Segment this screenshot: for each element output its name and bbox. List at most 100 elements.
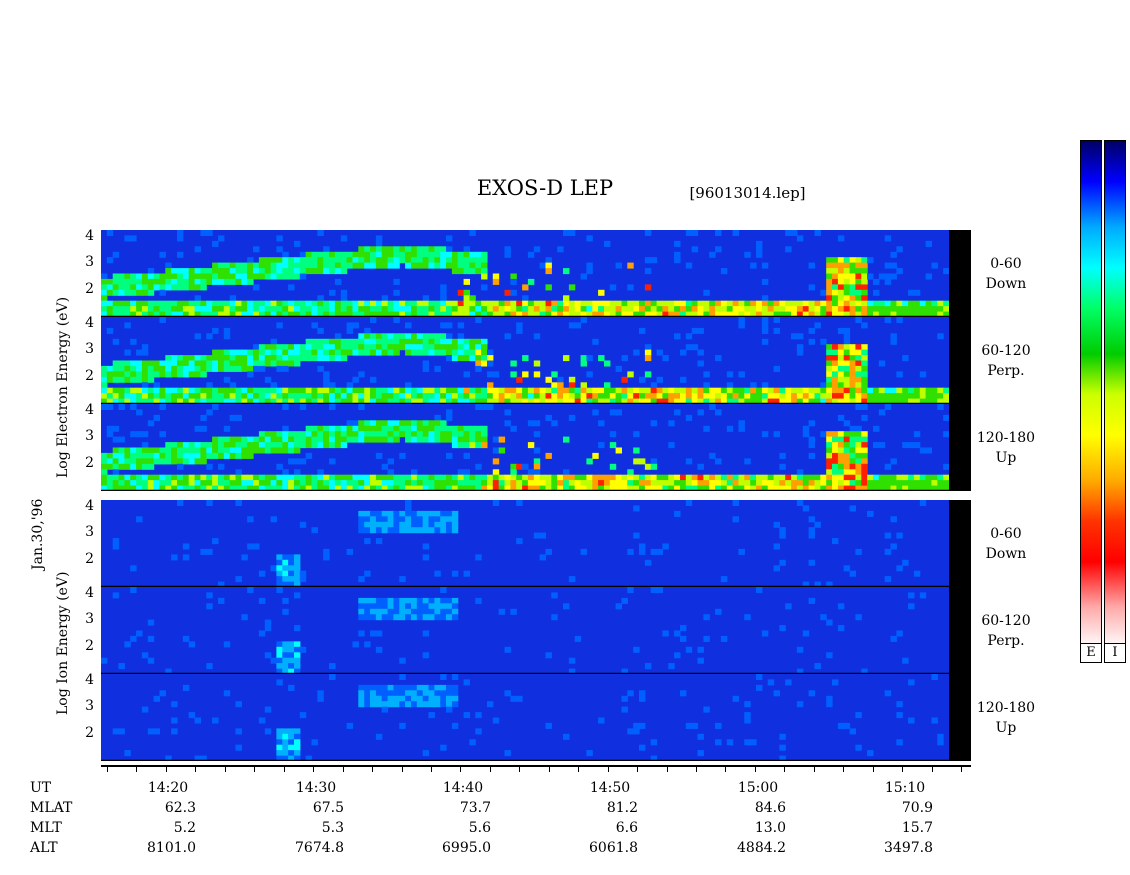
- spectrogram-cell: [422, 554, 430, 561]
- spectrogram-cell: [200, 365, 207, 372]
- spectrogram-cell: [878, 393, 886, 400]
- spectrogram-cell: [428, 398, 435, 404]
- spectrogram-cell: [861, 474, 868, 481]
- spectrogram-cell: [288, 300, 295, 307]
- spectrogram-cell: [855, 442, 862, 449]
- spectrogram-cell: [849, 393, 856, 400]
- spectrogram-cell: [890, 338, 897, 345]
- spectrogram-cell: [334, 485, 342, 491]
- spectrogram-cell: [130, 376, 137, 383]
- spectrogram-cell: [761, 311, 769, 317]
- spectrogram-cell: [744, 300, 751, 307]
- spectrogram-cell: [370, 387, 377, 394]
- spectrogram-cell: [381, 420, 389, 427]
- spectrogram-cell: [849, 474, 856, 481]
- spectrogram-cell: [370, 317, 377, 323]
- spectrogram-cell: [375, 333, 383, 340]
- spectrogram-cell: [223, 474, 231, 481]
- spectrogram-cell: [510, 695, 517, 702]
- spectrogram-cell: [323, 398, 330, 404]
- spectrogram-cell: [604, 387, 611, 394]
- spectrogram-cell: [422, 695, 430, 702]
- spectrogram-cell: [194, 284, 201, 291]
- spectrogram-cell: [545, 414, 552, 421]
- spectrogram-cell: [446, 235, 453, 242]
- spectrogram-cell: [381, 480, 389, 487]
- spectrogram-cell: [112, 425, 120, 432]
- spectrogram-cell: [194, 311, 201, 317]
- spectrogram-cell: [481, 398, 488, 404]
- spectrogram-cell: [878, 306, 886, 313]
- spectrogram-cell: [779, 480, 786, 487]
- spectrogram-cell: [481, 284, 488, 291]
- spectrogram-cell: [411, 516, 418, 523]
- spectrogram-cell: [422, 387, 430, 394]
- spectrogram-cell: [545, 548, 552, 555]
- spectrogram-cell: [416, 474, 424, 481]
- spectrogram-cell: [580, 306, 587, 313]
- spectrogram-cell: [159, 452, 166, 459]
- spectrogram-cell: [282, 404, 289, 410]
- spectrogram-cell: [136, 630, 143, 637]
- spectrogram-cell: [416, 684, 424, 691]
- spectrogram-cell: [258, 398, 266, 404]
- spectrogram-cell: [732, 485, 739, 491]
- spectrogram-cell: [843, 398, 851, 404]
- spectrogram-cell: [270, 565, 277, 572]
- spectrogram-cell: [604, 398, 611, 404]
- spectrogram-cell: [680, 387, 687, 394]
- spectrogram-cell: [837, 327, 845, 334]
- spectrogram-cell: [434, 262, 441, 269]
- spectrogram-cell: [101, 458, 108, 465]
- spectrogram-cell: [434, 516, 441, 523]
- spectrogram-cell: [282, 608, 289, 615]
- spectrogram-cell: [405, 684, 412, 691]
- spectrogram-cell: [177, 480, 184, 487]
- spectrogram-cell: [826, 278, 833, 285]
- spectrogram-cell: [463, 344, 470, 351]
- spectrogram-cell: [446, 614, 453, 621]
- spectrogram-cell: [393, 431, 400, 438]
- spectrogram-cell: [340, 480, 348, 487]
- spectrogram-cell: [761, 431, 769, 438]
- spectrogram-cell: [633, 722, 640, 729]
- spectrogram-cell: [411, 344, 418, 351]
- spectrogram-cell: [352, 420, 359, 427]
- spectrogram-cell: [264, 344, 272, 351]
- spectrogram-cell: [767, 393, 775, 400]
- spectrogram-cell: [440, 695, 447, 702]
- spectrogram-cell: [253, 474, 260, 481]
- spectrogram-cell: [434, 603, 441, 610]
- spectrogram-cell: [457, 349, 465, 356]
- spectrogram-cell: [399, 701, 406, 708]
- spectrogram-cell: [598, 306, 605, 313]
- spectrogram-cell: [861, 371, 868, 378]
- spectrogram-cell: [200, 371, 207, 378]
- spectrogram-cell: [434, 300, 441, 307]
- spectrogram-cell: [451, 398, 459, 404]
- spectrogram-cell: [878, 398, 886, 404]
- spectrogram-cell: [609, 300, 617, 307]
- spectrogram-cell: [621, 311, 628, 317]
- spectrogram-cell: [340, 338, 348, 345]
- spectrogram-cell: [370, 480, 377, 487]
- spectrogram-cell: [832, 442, 839, 449]
- spectrogram-cell: [685, 262, 693, 269]
- spectrogram-cell: [837, 463, 845, 470]
- spectrogram-cell: [440, 344, 447, 351]
- spectrogram-cell: [188, 268, 196, 275]
- table-cell-mlt: 15.7: [901, 820, 933, 836]
- spectrogram-cell: [340, 235, 348, 242]
- y-tick-label: 4: [85, 315, 94, 331]
- x-tick: [666, 766, 668, 772]
- spectrogram-cell: [674, 300, 681, 307]
- spectrogram-cell: [364, 333, 371, 340]
- spectrogram-cell: [405, 614, 412, 621]
- spectrogram-cell: [796, 344, 804, 351]
- spectrogram-cell: [399, 527, 406, 534]
- spectrogram-cell: [802, 474, 810, 481]
- spectrogram-cell: [820, 485, 827, 491]
- spectrogram-cell: [446, 251, 453, 258]
- spectrogram-cell: [393, 684, 400, 691]
- spectrogram-cell: [680, 376, 687, 383]
